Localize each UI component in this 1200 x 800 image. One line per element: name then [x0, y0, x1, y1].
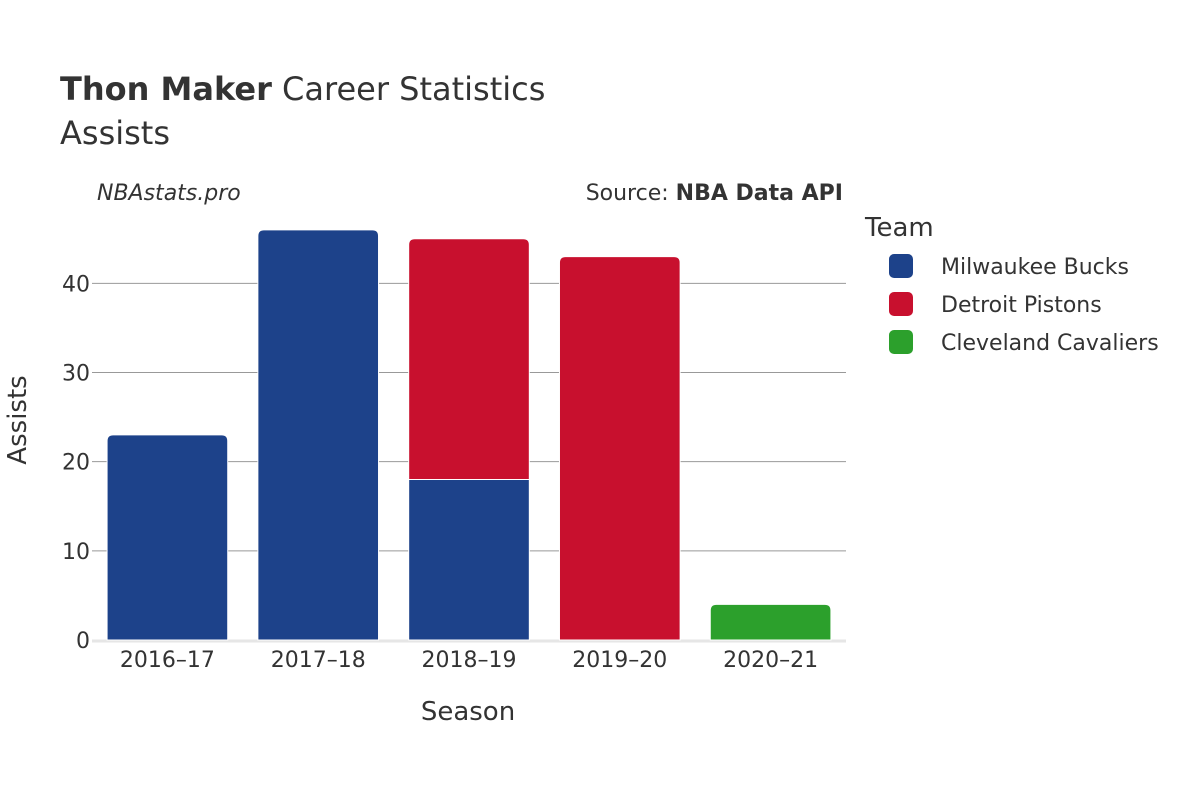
bar-segment	[558, 256, 681, 641]
legend-title: Team	[864, 213, 934, 243]
chart-title-player: Thon Maker	[60, 70, 272, 108]
x-tick-label: 2019–20	[572, 648, 667, 673]
source-prefix: Source:	[586, 181, 676, 206]
x-tick-labels: 2016–17 2017–18 2018–19 2019–20 2020–21	[120, 648, 818, 673]
y-tick-label: 0	[76, 629, 90, 654]
bars-group	[106, 229, 832, 641]
x-tick-label: 2017–18	[271, 648, 366, 673]
watermark: NBAstats.pro	[97, 181, 241, 206]
y-tick-label: 30	[62, 362, 90, 387]
legend-label: Milwaukee Bucks	[941, 255, 1129, 280]
x-tick-label: 2016–17	[120, 648, 215, 673]
y-tick-labels: 0 10 20 30 40	[62, 272, 90, 654]
y-tick-label: 10	[62, 540, 90, 565]
bar-segment	[106, 434, 229, 641]
x-axis-label: Season	[421, 697, 515, 727]
legend-label: Detroit Pistons	[941, 293, 1102, 318]
bar-segment	[408, 238, 530, 480]
legend-swatch	[889, 330, 913, 354]
legend-swatch	[889, 254, 913, 278]
bar-segment	[257, 229, 380, 641]
bar-segment	[709, 603, 832, 641]
x-tick-label: 2020–21	[723, 648, 818, 673]
y-tick-label: 20	[62, 451, 90, 476]
y-tick-label: 40	[62, 272, 90, 297]
y-axis-label: Assists	[3, 375, 33, 464]
source-name: NBA Data API	[676, 181, 843, 206]
chart-subtitle: Assists	[60, 114, 170, 152]
source-label: Source: NBA Data API	[586, 181, 843, 206]
legend-swatch	[889, 292, 913, 316]
x-tick-label: 2018–19	[422, 648, 517, 673]
bar-segment	[408, 478, 530, 641]
chart-title: Thon Maker Career Statistics	[60, 70, 545, 108]
legend: Team Milwaukee Bucks Detroit Pistons Cleve…	[864, 213, 1159, 356]
legend-label: Cleveland Cavaliers	[941, 331, 1159, 356]
chart-title-rest: Career Statistics	[272, 70, 546, 108]
